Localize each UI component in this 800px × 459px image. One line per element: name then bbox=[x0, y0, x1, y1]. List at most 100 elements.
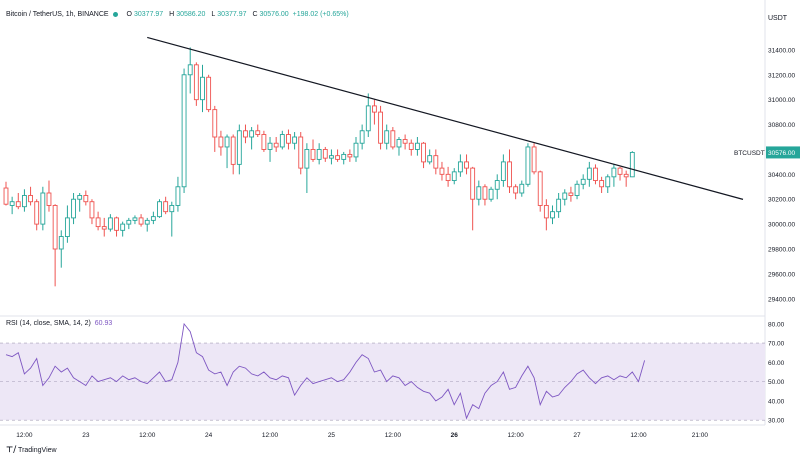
candle-body bbox=[243, 130, 248, 138]
candle-body bbox=[292, 136, 298, 144]
rsi-series: 30.00 40.00 50.00 60.00 70.00 80.00 bbox=[0, 321, 785, 425]
time-tick-label: 12:00 bbox=[630, 432, 647, 439]
time-axis: 12:00 23 12:00 24 12:00 25 12:00 26 12:00 27 12:00… bbox=[16, 432, 708, 439]
candle-body bbox=[390, 130, 396, 148]
candle-body bbox=[359, 130, 365, 144]
rsi-tick-label: 70.00 bbox=[768, 341, 785, 348]
price-tick-label: 29400.00 bbox=[768, 296, 795, 303]
candle-body bbox=[457, 161, 463, 173]
candle-body bbox=[464, 161, 469, 169]
candle-body bbox=[611, 167, 617, 178]
tradingview-logo[interactable]: ⊤⧸ TradingView bbox=[6, 445, 57, 455]
candle-body bbox=[384, 130, 390, 144]
candle-body bbox=[95, 217, 101, 228]
candle-body bbox=[562, 192, 568, 200]
candle-body bbox=[568, 192, 574, 196]
candle-body bbox=[507, 161, 512, 188]
candle-body bbox=[310, 148, 316, 160]
candle-body bbox=[267, 142, 273, 150]
tradingview-label: TradingView bbox=[18, 447, 57, 454]
price-tick-label: 29800.00 bbox=[768, 247, 795, 254]
candle-body bbox=[421, 142, 426, 163]
candle-body bbox=[261, 134, 267, 150]
candle-body bbox=[408, 142, 414, 150]
candle-body bbox=[537, 171, 543, 206]
candle-body bbox=[64, 217, 70, 238]
rsi-label[interactable]: RSI (14, close, SMA, 14, 2) bbox=[6, 320, 91, 327]
time-tick-label: 25 bbox=[328, 432, 336, 439]
candle-body bbox=[531, 146, 537, 173]
high-label: H bbox=[169, 11, 175, 18]
rsi-tick-label: 60.00 bbox=[768, 360, 785, 367]
low-value: 30377.97 bbox=[217, 11, 247, 18]
price-tick-label: 30000.00 bbox=[768, 222, 795, 229]
candle-body bbox=[46, 192, 52, 206]
candle-body bbox=[83, 195, 89, 203]
candle-body bbox=[255, 130, 261, 135]
price-tick-label: 29600.00 bbox=[768, 271, 795, 278]
candle-body bbox=[298, 136, 304, 169]
candle-body bbox=[15, 201, 21, 208]
chart-header: Bitcoin / TetherUS, 1h, BINANCE O 30377.9… bbox=[6, 11, 349, 18]
candle-body bbox=[335, 155, 340, 160]
candle-body bbox=[193, 64, 199, 101]
time-tick-label: 26 bbox=[451, 432, 459, 439]
candle-body bbox=[212, 109, 218, 138]
candle-body bbox=[230, 136, 236, 165]
rsi-header: RSI (14, close, SMA, 14, 2) 60.93 bbox=[6, 320, 112, 327]
symbol-title[interactable]: Bitcoin / TetherUS, 1h, BINANCE bbox=[6, 11, 109, 18]
candle-body bbox=[120, 223, 126, 231]
rsi-tick-label: 30.00 bbox=[768, 418, 785, 425]
candle-body bbox=[347, 153, 353, 158]
symbol-tag: BTCUSDT bbox=[734, 150, 765, 157]
tradingview-icon: ⊤⧸ bbox=[6, 445, 17, 454]
candle-body bbox=[556, 198, 562, 213]
candle-body bbox=[22, 195, 27, 208]
candle-body bbox=[114, 217, 119, 231]
candle-body bbox=[144, 219, 150, 225]
candle-body bbox=[341, 153, 347, 160]
close-value: 30576.00 bbox=[259, 11, 289, 18]
candle-body bbox=[488, 188, 494, 200]
candle-body bbox=[126, 219, 132, 225]
candle-body bbox=[58, 236, 64, 250]
rsi-line bbox=[5, 322, 646, 420]
rsi-value: 60.93 bbox=[94, 320, 113, 327]
candle-body bbox=[580, 178, 586, 185]
candle-body bbox=[593, 167, 598, 182]
candle-body bbox=[163, 201, 169, 213]
candle-body bbox=[586, 167, 592, 180]
candle-body bbox=[365, 105, 371, 132]
candle-body bbox=[372, 105, 377, 113]
candle-body bbox=[470, 167, 476, 200]
trendline-layer bbox=[147, 36, 744, 200]
candle-body bbox=[427, 155, 433, 163]
candle-body bbox=[402, 139, 408, 144]
candle-body bbox=[28, 195, 33, 203]
candle-body bbox=[525, 146, 531, 185]
candle-body bbox=[476, 186, 482, 200]
candle-body bbox=[500, 161, 506, 182]
candle-body bbox=[414, 142, 420, 150]
candle-body bbox=[543, 204, 549, 219]
candle-body bbox=[599, 180, 605, 188]
candle-body bbox=[3, 187, 9, 205]
candle-body bbox=[316, 148, 322, 160]
price-tick-label: 30800.00 bbox=[768, 122, 795, 129]
time-tick-label: 21:00 bbox=[692, 432, 709, 439]
price-tick-label: 31000.00 bbox=[768, 97, 795, 104]
candle-body bbox=[9, 201, 15, 206]
time-tick-label: 12:00 bbox=[139, 432, 156, 439]
candle-body bbox=[200, 76, 205, 101]
price-tick-label: 31200.00 bbox=[768, 72, 795, 79]
close-label: C bbox=[252, 11, 258, 18]
candle-body bbox=[322, 148, 328, 159]
rsi-tick-label: 40.00 bbox=[768, 398, 785, 405]
time-tick-label: 12:00 bbox=[385, 432, 402, 439]
candle-body bbox=[206, 76, 212, 111]
candle-body bbox=[224, 136, 230, 148]
candle-body bbox=[218, 136, 224, 148]
candle-body bbox=[187, 64, 193, 76]
time-tick-label: 24 bbox=[205, 432, 213, 439]
